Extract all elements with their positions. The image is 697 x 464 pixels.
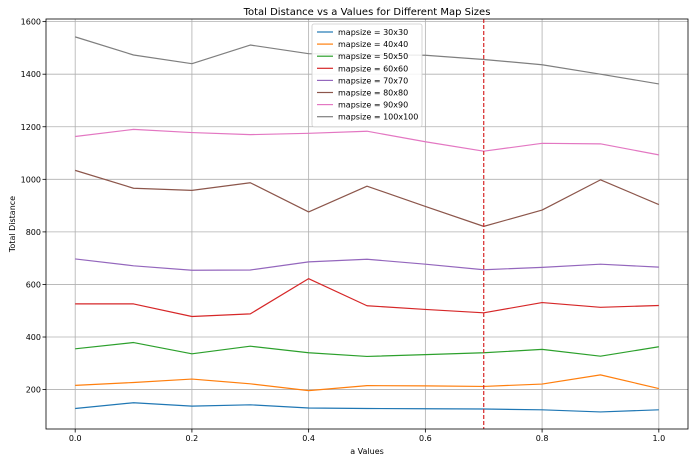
- legend-label: mapsize = 100x100: [338, 113, 418, 122]
- y-tick-label: 800: [26, 228, 41, 237]
- x-tick-label: 0.6: [419, 434, 432, 443]
- series-line-mapsize-60x60: [75, 278, 659, 318]
- x-axis-label: a Values: [350, 447, 384, 456]
- legend-label: mapsize = 70x70: [338, 76, 408, 85]
- legend-box: [311, 23, 423, 128]
- x-tick-label: 0.2: [186, 434, 199, 443]
- y-tick-label: 1000: [21, 175, 41, 184]
- y-tick-label: 600: [26, 280, 41, 289]
- y-tick-label: 1400: [21, 70, 41, 79]
- legend-label: mapsize = 80x80: [338, 89, 408, 98]
- y-tick-label: 400: [26, 333, 41, 342]
- series-line-mapsize-50x50: [75, 341, 659, 358]
- y-axis-label: Total Distance: [8, 196, 17, 253]
- legend-label: mapsize = 30x30: [338, 28, 408, 37]
- x-axis-ticks: 0.0 0.2 0.4 0.6 0.8 1.0: [69, 429, 665, 443]
- x-tick-label: 1.0: [652, 434, 665, 443]
- series-line-mapsize-80x80: [75, 169, 660, 227]
- series-line-mapsize-30x30: [75, 402, 659, 413]
- legend-label: mapsize = 90x90: [338, 101, 408, 110]
- y-tick-label: 200: [26, 386, 41, 395]
- y-tick-label: 1200: [21, 123, 41, 132]
- legend: mapsize = 30x30 mapsize = 40x40 mapsize = …: [311, 23, 423, 128]
- x-tick-label: 0.8: [536, 434, 549, 443]
- legend-label: mapsize = 40x40: [338, 40, 408, 49]
- series-line-mapsize-70x70: [75, 258, 659, 271]
- series-line-mapsize-40x40: [75, 374, 659, 392]
- x-tick-label: 0.4: [302, 434, 315, 443]
- legend-label: mapsize = 60x60: [338, 64, 408, 73]
- y-axis-ticks: 200 400 600 800 1000 1200 1400 1600: [21, 18, 46, 395]
- legend-label: mapsize = 50x50: [338, 52, 408, 61]
- y-tick-label: 1600: [21, 18, 41, 27]
- chart-title: Total Distance vs a Values for Different…: [243, 7, 491, 18]
- plot-frame: [45, 18, 689, 430]
- x-tick-label: 0.0: [69, 434, 82, 443]
- series-line-mapsize-90x90: [75, 128, 659, 156]
